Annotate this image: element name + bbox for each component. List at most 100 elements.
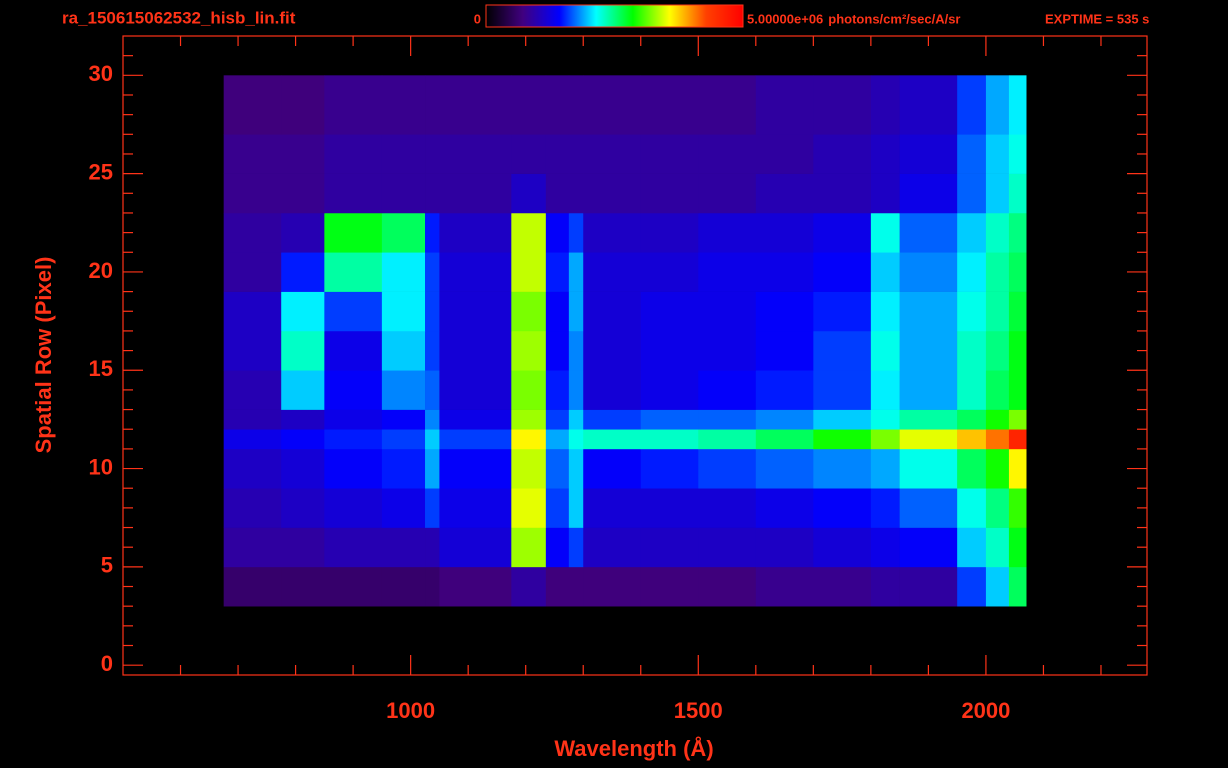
heatmap-cell bbox=[223, 448, 282, 489]
colorbar-tick-label: 0 bbox=[474, 11, 481, 26]
heatmap-cell bbox=[381, 212, 426, 253]
heatmap-cell bbox=[439, 527, 512, 568]
heatmap-cell bbox=[985, 291, 1010, 332]
heatmap-cell bbox=[439, 173, 512, 214]
heatmap-cell bbox=[545, 566, 570, 607]
heatmap-cell bbox=[870, 429, 900, 450]
heatmap-cell bbox=[1008, 448, 1027, 489]
heatmap-cell bbox=[1008, 566, 1027, 607]
heatmap-cell bbox=[511, 409, 547, 430]
heatmap-cell bbox=[511, 527, 547, 568]
heatmap-cell bbox=[985, 134, 1010, 174]
heatmap-cell bbox=[899, 134, 958, 174]
y-tick-label: 30 bbox=[89, 61, 113, 86]
heatmap-cell bbox=[755, 429, 814, 450]
heatmap-cell bbox=[899, 527, 958, 568]
heatmap-cell bbox=[1008, 330, 1027, 371]
heatmap-cell bbox=[957, 370, 987, 410]
heatmap-cell bbox=[545, 448, 570, 489]
heatmap-cell bbox=[985, 75, 1010, 135]
heatmap-cell bbox=[583, 370, 642, 410]
heatmap-cell bbox=[439, 370, 512, 410]
heatmap-cell bbox=[439, 252, 512, 292]
y-axis-label: Spatial Row (Pixel) bbox=[31, 257, 56, 454]
heatmap-cell bbox=[223, 173, 282, 214]
heatmap-cell bbox=[545, 527, 570, 568]
heatmap-cell bbox=[985, 173, 1010, 214]
heatmap-cell bbox=[281, 134, 325, 174]
heatmap-cell bbox=[899, 409, 958, 430]
heatmap-cell bbox=[511, 252, 547, 292]
heatmap-cell bbox=[698, 429, 757, 450]
heatmap-cell bbox=[381, 134, 426, 174]
heatmap-cell bbox=[545, 75, 570, 135]
heatmap-cell bbox=[698, 212, 757, 253]
heatmap-cell bbox=[583, 429, 642, 450]
y-tick-label: 20 bbox=[89, 258, 113, 283]
heatmap-cell bbox=[324, 252, 383, 292]
heatmap-cell bbox=[439, 448, 512, 489]
heatmap-cell bbox=[223, 330, 282, 371]
heatmap-cell bbox=[870, 252, 900, 292]
exposure: EXPTIME = 535 s bbox=[1045, 11, 1149, 26]
heatmap-cell bbox=[511, 429, 547, 450]
heatmap-cell bbox=[568, 291, 584, 332]
x-tick-label: 1500 bbox=[674, 698, 723, 723]
colorbar-tick-label: 5.00000e+06 bbox=[747, 11, 823, 26]
heatmap-cell bbox=[439, 429, 512, 450]
heatmap-cell bbox=[813, 252, 872, 292]
heatmap-cell bbox=[870, 527, 900, 568]
heatmap-cell bbox=[568, 527, 584, 568]
heatmap-cell bbox=[439, 291, 512, 332]
heatmap-cell bbox=[223, 409, 282, 430]
heatmap-cell bbox=[324, 75, 383, 135]
heatmap-cell bbox=[583, 173, 642, 214]
heatmap-cell bbox=[698, 527, 757, 568]
heatmap-cell bbox=[568, 330, 584, 371]
heatmap-cell bbox=[381, 173, 426, 214]
heatmap-cell bbox=[985, 330, 1010, 371]
heatmap-cell bbox=[1008, 370, 1027, 410]
heatmap-cell bbox=[568, 370, 584, 410]
heatmap-cell bbox=[381, 409, 426, 430]
heatmap-cell bbox=[640, 75, 699, 135]
heatmap-cell bbox=[583, 330, 642, 371]
heatmap-cell bbox=[698, 291, 757, 332]
heatmap-cell bbox=[425, 448, 440, 489]
heatmap-cell bbox=[223, 429, 282, 450]
heatmap-cell bbox=[223, 75, 282, 135]
heatmap-cell bbox=[899, 75, 958, 135]
heatmap-cell bbox=[583, 566, 642, 607]
heatmap-cell bbox=[439, 566, 512, 607]
heatmap-cell bbox=[511, 291, 547, 332]
heatmap-cell bbox=[698, 134, 757, 174]
heatmap-cell bbox=[381, 75, 426, 135]
heatmap-cell bbox=[439, 75, 512, 135]
heatmap-cell bbox=[640, 212, 699, 253]
heatmap-cell bbox=[545, 134, 570, 174]
heatmap-cell bbox=[324, 448, 383, 489]
heatmap-cell bbox=[324, 291, 383, 332]
heatmap-cell bbox=[583, 409, 642, 430]
heatmap-cell bbox=[223, 527, 282, 568]
heatmap-cell bbox=[439, 134, 512, 174]
heatmap-cell bbox=[568, 488, 584, 528]
heatmap-cell bbox=[281, 527, 325, 568]
heatmap-cell bbox=[985, 370, 1010, 410]
heatmap-cell bbox=[985, 448, 1010, 489]
heatmap-cell bbox=[439, 330, 512, 371]
heatmap-cell bbox=[698, 448, 757, 489]
heatmap-cell bbox=[439, 212, 512, 253]
heatmap-cell bbox=[223, 370, 282, 410]
heatmap-cell bbox=[545, 212, 570, 253]
heatmap-cell bbox=[870, 370, 900, 410]
heatmap-cell bbox=[1008, 527, 1027, 568]
heatmap-cell bbox=[1008, 173, 1027, 214]
heatmap-cell bbox=[985, 409, 1010, 430]
heatmap-cell bbox=[381, 370, 426, 410]
heatmap-cell bbox=[813, 409, 872, 430]
heatmap-cell bbox=[698, 252, 757, 292]
heatmap-cell bbox=[957, 173, 987, 214]
heatmap-cell bbox=[324, 488, 383, 528]
heatmap-cell bbox=[957, 252, 987, 292]
